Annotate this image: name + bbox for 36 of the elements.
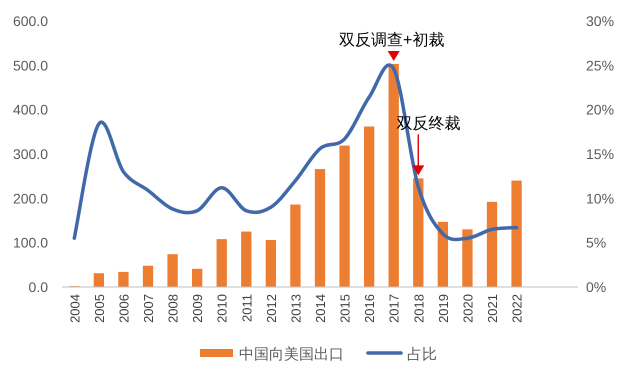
x-tick-label: 2006	[116, 294, 132, 323]
x-tick-label: 2019	[436, 294, 451, 323]
x-tick-label: 2009	[190, 294, 206, 323]
x-tick-label: 2005	[92, 294, 107, 323]
x-tick-label: 2011	[239, 294, 254, 322]
y-tick-label: 0.0	[28, 279, 48, 295]
x-tick-label: 2020	[460, 294, 476, 323]
x-tick-label: 2013	[288, 294, 304, 323]
x-tick-label: 2004	[67, 294, 82, 323]
x-tick-label: 2012	[264, 294, 279, 323]
x-tick-label: 2018	[411, 294, 426, 323]
y2-tick-label: 10%	[586, 190, 614, 206]
x-tick-label: 2015	[338, 294, 353, 323]
y-tick-label: 200.0	[12, 190, 48, 206]
x-tick-label: 2007	[141, 294, 156, 323]
x-tick-label: 2008	[166, 294, 181, 323]
y2-tick-label: 15%	[586, 146, 614, 162]
y2-tick-label: 0%	[586, 279, 606, 295]
y-tick-label: 600.0	[12, 13, 48, 29]
annotation: 双反调查+初裁	[339, 31, 444, 50]
y-tick-label: 100.0	[12, 234, 48, 251]
y2-tick-label: 25%	[586, 57, 614, 74]
legend-label: 中国向美国出口	[239, 346, 344, 363]
x-tick-label: 2014	[313, 294, 328, 323]
x-tick-label: 2022	[510, 294, 525, 323]
y-tick-label: 500.0	[12, 57, 48, 74]
y2-tick-label: 30%	[586, 13, 614, 29]
x-tick-label: 2010	[214, 294, 230, 323]
y-tick-label: 400.0	[12, 102, 48, 118]
x-tick-label: 2017	[386, 294, 402, 323]
y2-tick-label: 20%	[586, 102, 614, 118]
y-tick-label: 300.0	[12, 146, 48, 162]
y2-tick-label: 5%	[586, 234, 606, 251]
legend-label: 占比	[407, 346, 437, 363]
x-tick-label: 2021	[485, 294, 500, 323]
x-tick-label: 2016	[362, 294, 378, 323]
